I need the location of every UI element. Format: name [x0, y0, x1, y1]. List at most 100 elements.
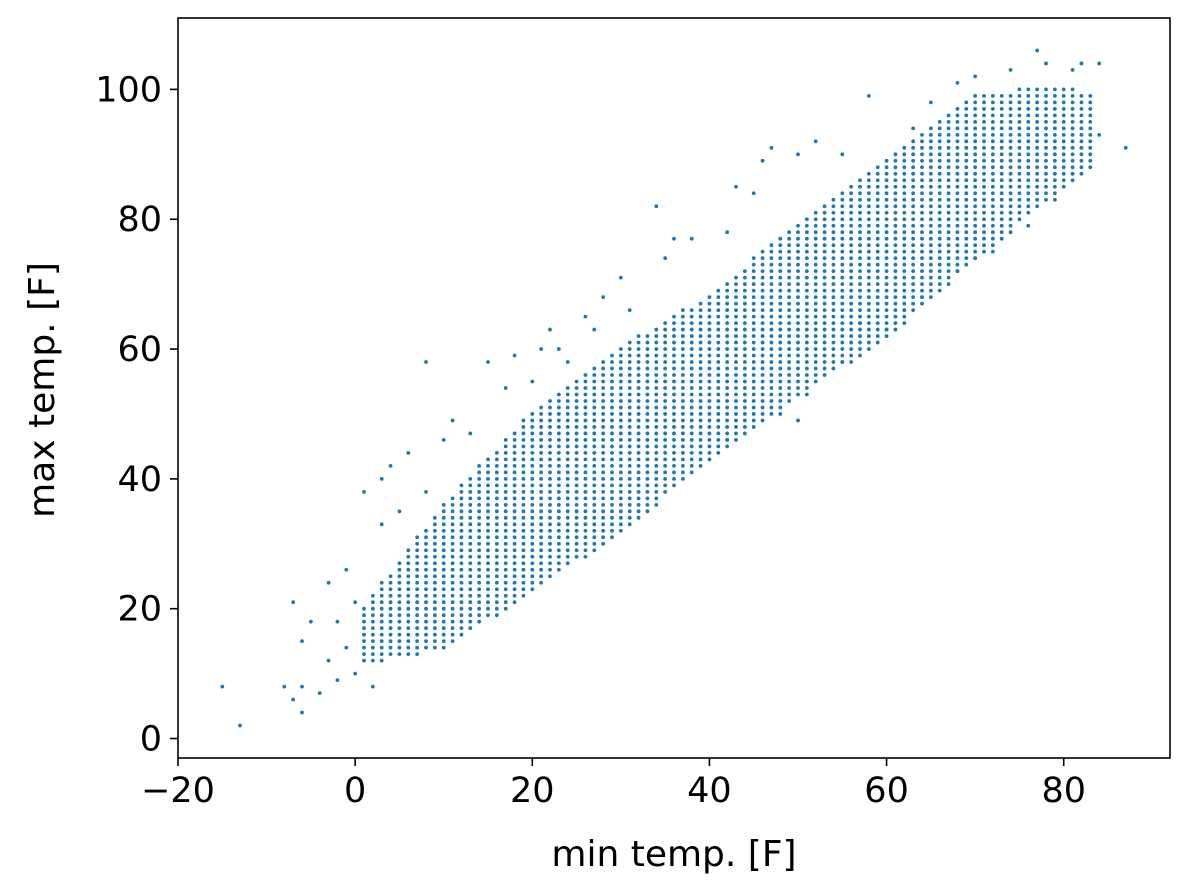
data-point: [503, 593, 508, 598]
data-point: [1088, 100, 1093, 105]
data-point: [866, 282, 871, 287]
data-point: [486, 567, 490, 572]
data-point: [486, 535, 490, 540]
data-point: [760, 392, 765, 397]
data-point: [565, 535, 570, 540]
data-point: [787, 308, 792, 313]
data-point: [370, 593, 375, 598]
data-point: [742, 373, 747, 377]
data-point: [556, 418, 561, 423]
data-point: [406, 652, 411, 657]
data-point: [627, 353, 632, 358]
data-point: [911, 236, 916, 241]
data-point: [583, 548, 588, 553]
data-point: [672, 470, 676, 475]
data-point: [1070, 100, 1075, 105]
data-point: [884, 301, 889, 306]
data-point: [858, 282, 862, 287]
data-point: [999, 126, 1004, 131]
data-point: [884, 282, 889, 287]
data-point: [450, 502, 455, 507]
data-point: [663, 392, 668, 397]
data-point: [388, 574, 393, 579]
data-point: [999, 113, 1004, 118]
data-point: [1017, 87, 1022, 92]
data-point: [796, 308, 800, 313]
data-point: [424, 593, 428, 598]
data-point: [654, 204, 659, 209]
data-point: [362, 606, 366, 611]
data-point: [370, 632, 375, 637]
data-point: [379, 587, 384, 592]
data-point: [822, 210, 827, 215]
data-point: [884, 236, 889, 241]
data-point: [937, 210, 942, 215]
data-point: [636, 515, 641, 520]
data-point: [450, 548, 455, 553]
data-point: [902, 217, 907, 222]
data-point: [734, 334, 738, 338]
data-point: [787, 301, 792, 306]
data-point: [610, 360, 614, 364]
data-point: [698, 418, 703, 423]
data-point: [716, 347, 721, 351]
data-point: [432, 548, 437, 553]
data-point: [734, 288, 738, 293]
data-point: [1070, 68, 1075, 72]
data-point: [556, 463, 561, 468]
data-point: [822, 321, 827, 325]
data-point: [778, 360, 783, 364]
data-point: [1017, 178, 1022, 183]
data-point: [725, 347, 730, 351]
data-point: [556, 502, 561, 507]
data-point: [787, 243, 792, 248]
data-point: [574, 476, 579, 481]
data-point: [928, 230, 933, 235]
data-point: [725, 288, 730, 293]
data-point: [813, 217, 818, 222]
data-point: [760, 373, 765, 377]
data-point: [840, 217, 845, 222]
data-point: [424, 645, 428, 650]
data-point: [663, 438, 668, 442]
data-point: [964, 152, 969, 157]
data-point: [521, 515, 526, 520]
data-point: [477, 483, 482, 488]
data-point: [459, 483, 464, 488]
data-point: [964, 184, 969, 189]
data-point: [1008, 191, 1013, 196]
data-point: [982, 249, 986, 254]
data-point: [778, 353, 783, 358]
data-point: [946, 139, 951, 144]
data-point: [982, 145, 986, 150]
data-point: [751, 418, 756, 423]
data-point: [698, 425, 703, 429]
data-point: [1008, 126, 1013, 131]
data-point: [831, 204, 836, 209]
data-point: [990, 165, 995, 170]
data-point: [548, 412, 552, 416]
data-point: [946, 249, 951, 254]
data-point: [831, 249, 836, 254]
data-point: [787, 236, 792, 241]
data-point: [645, 470, 650, 475]
data-point: [1088, 132, 1093, 137]
data-point: [964, 204, 969, 209]
data-point: [415, 587, 420, 592]
data-point: [397, 645, 402, 650]
data-point: [787, 373, 792, 377]
data-point: [902, 230, 907, 235]
data-point: [707, 399, 712, 403]
data-point: [902, 236, 907, 241]
data-point: [831, 308, 836, 313]
data-point: [1035, 93, 1040, 98]
data-point: [875, 197, 880, 202]
data-point: [627, 438, 632, 442]
data-point: [982, 191, 986, 196]
data-point: [432, 587, 437, 592]
data-point: [813, 230, 818, 235]
data-point: [539, 574, 544, 579]
data-point: [1008, 223, 1013, 228]
data-point: [672, 379, 676, 384]
data-point: [654, 392, 659, 397]
